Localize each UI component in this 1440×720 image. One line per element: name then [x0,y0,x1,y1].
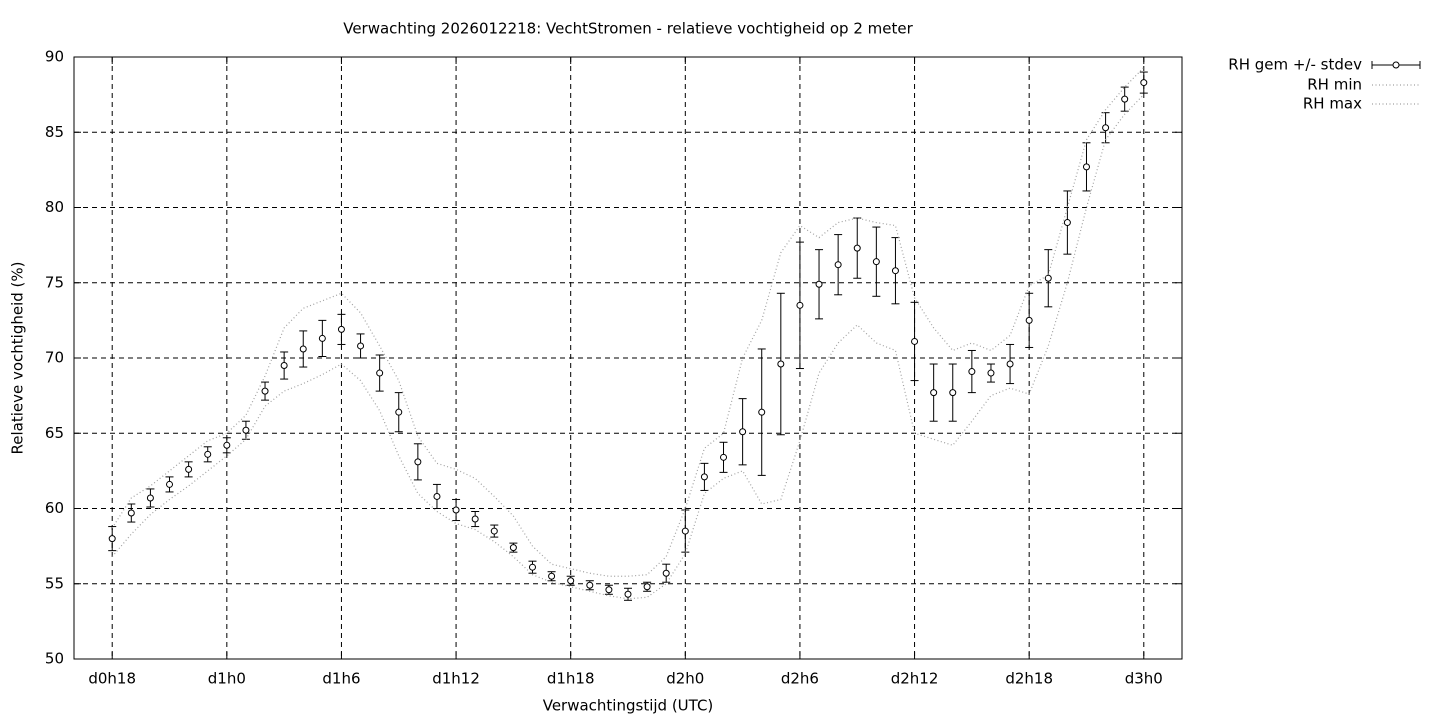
point [853,244,861,252]
x-tick-label: d1h6 [322,670,360,688]
y-axis-label: Relatieve vochtigheid (%) [9,261,27,454]
point [548,572,556,580]
y-tick-label: 50 [45,650,64,668]
x-tick-label: d2h6 [781,670,819,688]
legend-label: RH min [1307,76,1362,94]
point [376,369,384,377]
point [662,569,670,577]
x-tick-label: d0h18 [88,670,136,688]
y-tick-label: 75 [45,273,64,291]
point [739,428,747,436]
point [452,506,460,514]
point [528,563,536,571]
point [1006,360,1014,368]
point [834,261,842,269]
point [758,408,766,416]
point [1063,219,1071,227]
point [223,441,231,449]
point [777,360,785,368]
point [720,453,728,461]
y-tick-label: 85 [45,123,64,141]
point [567,577,575,585]
legend-sample [1392,61,1400,69]
y-tick-label: 65 [45,424,64,442]
point [509,544,517,552]
point [261,387,269,395]
x-tick-label: d2h0 [666,670,704,688]
point [127,509,135,517]
point [872,258,880,266]
point [433,492,441,500]
x-tick-label: d3h0 [1125,670,1163,688]
point [930,389,938,397]
x-axis-label: Verwachtingstijd (UTC) [543,697,714,715]
point [700,473,708,481]
y-tick-label: 90 [45,48,64,66]
point [815,280,823,288]
point [108,535,116,543]
point [204,450,212,458]
point [1121,95,1129,103]
point [280,362,288,370]
x-tick-label: d1h18 [547,670,595,688]
point [624,590,632,598]
point [146,494,154,502]
point [1102,124,1110,132]
legend-label: RH gem +/- stdev [1228,56,1362,74]
y-tick-label: 55 [45,574,64,592]
point [681,527,689,535]
point [318,334,326,342]
x-tick-label: d2h18 [1005,670,1053,688]
range-line [111,67,1145,577]
point [891,267,899,275]
point [337,325,345,333]
legend-label: RH max [1303,95,1362,113]
y-tick-label: 70 [45,349,64,367]
point [414,458,422,466]
x-tick-label: d2h12 [891,670,939,688]
point [911,337,919,345]
chart-title: Verwachting 2026012218: VechtStromen - r… [343,20,913,38]
point [796,301,804,309]
point [949,389,957,397]
point [299,345,307,353]
point [987,369,995,377]
point [643,583,651,591]
point [1140,79,1148,87]
point [1082,163,1090,171]
point [605,586,613,594]
point [242,426,250,434]
point [166,480,174,488]
point [586,581,594,589]
point [490,527,498,535]
y-tick-label: 60 [45,499,64,517]
point [1025,316,1033,324]
x-tick-label: d1h0 [208,670,246,688]
x-tick-label: d1h12 [432,670,480,688]
point [185,465,193,473]
point [968,368,976,376]
point [395,408,403,416]
y-tick-label: 80 [45,198,64,216]
point [357,342,365,350]
point [471,515,479,523]
